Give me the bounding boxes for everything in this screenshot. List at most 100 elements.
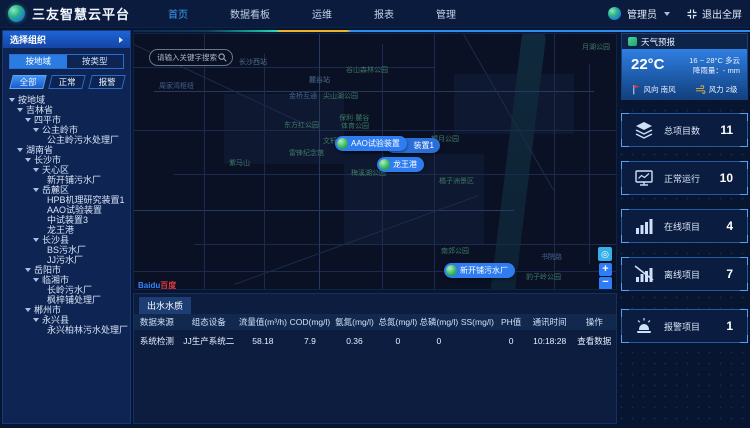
search-input[interactable] xyxy=(157,53,218,62)
search-icon[interactable] xyxy=(218,53,227,62)
map-label: 体育公园 xyxy=(341,123,369,130)
stat-label: 总项目数 xyxy=(664,125,701,136)
tree-node[interactable]: 临湘市 xyxy=(3,275,130,285)
nav-item-operations[interactable]: 运维 xyxy=(312,10,332,21)
map-marker-xinkaipu[interactable]: 新开铺污水厂 xyxy=(444,263,515,278)
stat-card-running[interactable]: 正常运行 10 xyxy=(621,161,748,195)
caret-icon xyxy=(33,318,39,322)
stat-value: 7 xyxy=(726,267,733,281)
tree-leaf[interactable]: JJ污水厂 xyxy=(47,255,84,265)
map-label: 周家湾枢纽 xyxy=(159,83,194,90)
col-header: 氨氮(mg/l) xyxy=(335,317,374,327)
caret-icon xyxy=(17,148,23,152)
tree-node[interactable]: 岳阳市 xyxy=(3,265,130,275)
col-header: 流量值(m³/h) xyxy=(238,317,287,327)
weather-body: 22°C 16 ~ 28°C 多云 降雨量：- mm 风向 南风 xyxy=(622,49,747,99)
cell-device: JJ生产系统二 xyxy=(183,336,235,346)
filter-alarm-button[interactable]: 报警 xyxy=(87,75,126,89)
caret-icon xyxy=(25,118,31,122)
col-header: COD(mg/l) xyxy=(289,317,331,327)
stat-card-total[interactable]: 总项目数 11 xyxy=(621,113,748,147)
tab-by-region[interactable]: 按地域 xyxy=(10,55,67,68)
cell-ss xyxy=(459,330,495,352)
map-marker-aao[interactable]: AAO试验装置 xyxy=(335,136,407,151)
tree-leaf[interactable]: AAO试验装置 xyxy=(47,205,103,215)
map-label: 尖山湖公园 xyxy=(323,93,358,100)
nav-item-dashboard[interactable]: 数据看板 xyxy=(230,10,270,21)
tree-node[interactable]: 四平市 xyxy=(3,115,130,125)
cell-ph: 0 xyxy=(508,336,514,346)
map-road xyxy=(589,64,590,264)
collapse-arrow-icon[interactable] xyxy=(119,36,123,43)
map-road xyxy=(434,34,435,289)
filter-normal-button[interactable]: 正常 xyxy=(48,75,87,89)
map-panel[interactable]: 长沙西站 麓谷站 谷山森林公园 周家湾枢纽 金桥互通 尖山湖公园 保利·麓谷 体… xyxy=(133,33,617,290)
tree-node[interactable]: 公主岭市 xyxy=(3,125,130,135)
map-label: 雷锋纪念馆 xyxy=(289,150,324,157)
caret-icon xyxy=(33,278,39,282)
col-header: 操作 xyxy=(585,317,603,327)
tree-node[interactable]: 长沙市 xyxy=(3,155,130,165)
tree-leaf[interactable]: 永兴柏林污水处理厂 xyxy=(47,325,129,335)
tree-leaf[interactable]: HPB机理研究装置1 xyxy=(47,195,125,205)
bars-icon xyxy=(634,216,656,236)
exit-fullscreen-button[interactable]: 退出全屏 xyxy=(686,6,742,21)
nav-item-admin[interactable]: 管理 xyxy=(436,10,456,21)
chevron-down-icon[interactable] xyxy=(664,11,670,16)
map-label: 麓谷站 xyxy=(309,77,330,84)
col-header: 组态设备 xyxy=(191,317,226,327)
rainfall: 降雨量：- mm xyxy=(692,66,740,75)
tree-leaf[interactable]: 公主岭污水处理厂 xyxy=(47,135,120,145)
nav-item-home[interactable]: 首页 xyxy=(168,10,188,21)
col-header: 数据来源 xyxy=(139,317,174,327)
map-label: 豹子岭公园 xyxy=(526,274,561,281)
tree-node[interactable]: 湖南省 xyxy=(3,145,130,155)
map-river xyxy=(489,34,547,289)
weather-title: 天气预报 xyxy=(641,36,676,47)
weather-details: 16 ~ 28°C 多云 降雨量：- mm xyxy=(689,56,740,76)
tree-leaf[interactable]: 新开铺污水厂 xyxy=(47,175,102,185)
tree-node[interactable]: 永兴县 xyxy=(3,315,130,325)
map-label: 东方红公园 xyxy=(284,122,319,129)
caret-icon xyxy=(25,308,31,312)
cell-cod: 7.9 xyxy=(303,336,316,346)
tree-node[interactable]: 郴州市 xyxy=(3,305,130,315)
right-panel: 天气预报 22°C 16 ~ 28°C 多云 降雨量：- mm 风向 南风 xyxy=(621,33,748,424)
map-label: 谷山森林公园 xyxy=(346,67,388,74)
map-road xyxy=(134,210,514,211)
stat-card-alarm[interactable]: 报警项目 1 xyxy=(621,309,748,343)
tree-node[interactable]: 天心区 xyxy=(3,165,130,175)
nav-item-reports[interactable]: 报表 xyxy=(374,10,394,21)
map-label: 南郊公园 xyxy=(441,248,469,255)
stat-card-online[interactable]: 在线项目 4 xyxy=(621,209,748,243)
tree-leaf[interactable]: 中试装置3 xyxy=(47,215,89,225)
tree-leaf[interactable]: 长岭污水厂 xyxy=(47,285,93,295)
map-road xyxy=(204,34,205,289)
map-zoom-in-button[interactable]: + xyxy=(599,263,612,276)
tab-by-type[interactable]: 按类型 xyxy=(81,56,108,66)
tree-node[interactable]: 长沙县 xyxy=(3,235,130,245)
stat-card-offline[interactable]: 离线项目 7 xyxy=(621,257,748,291)
caret-icon xyxy=(33,128,39,132)
water-quality-table: 数据来源 组态设备 流量值(m³/h) COD(mg/l) 氨氮(mg/l) 总… xyxy=(134,314,616,352)
sidebar-header[interactable]: 选择组织 xyxy=(3,31,130,48)
tree-leaf[interactable]: BS污水厂 xyxy=(47,245,87,255)
map-zoom-out-button[interactable]: − xyxy=(599,277,612,289)
map-road xyxy=(134,130,616,131)
sidebar-tabs: 按地域 按类型 xyxy=(9,54,124,69)
map-road xyxy=(194,244,616,245)
view-data-link[interactable]: 查看数据 xyxy=(577,336,612,346)
marker-icon xyxy=(446,265,457,276)
tree-node[interactable]: 吉林省 xyxy=(3,105,130,115)
sidebar-title: 选择组织 xyxy=(10,35,47,45)
tree-node[interactable]: 按地域 xyxy=(3,95,130,105)
map-locate-button[interactable]: ◎ xyxy=(598,247,612,261)
user-menu[interactable]: 管理员 xyxy=(627,10,657,21)
tree-leaf[interactable]: 枫梓铺处理厂 xyxy=(47,295,102,305)
filter-all-button[interactable]: 全部 xyxy=(9,75,48,89)
tree-leaf[interactable]: 龙王港 xyxy=(47,225,75,235)
map-road xyxy=(154,91,594,92)
map-marker-longwanggang[interactable]: 龙王港 xyxy=(377,157,424,172)
tree-node[interactable]: 岳麓区 xyxy=(3,185,130,195)
map-label: 望月公园 xyxy=(431,136,459,143)
